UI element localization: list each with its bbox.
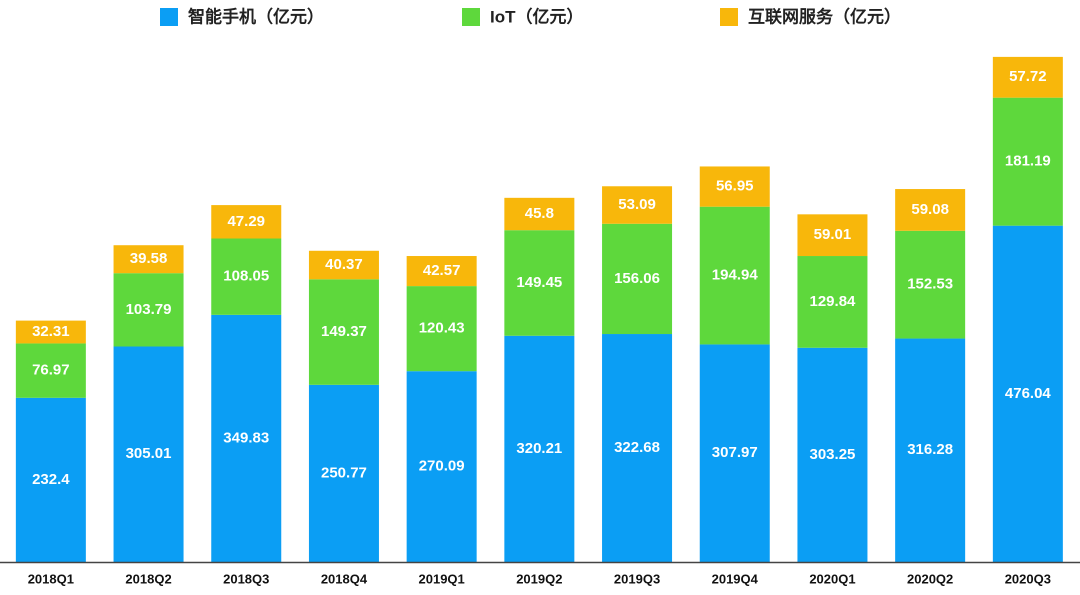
- bar-segment: [504, 230, 575, 336]
- bar-segment: [211, 205, 282, 239]
- bar-segment: [895, 230, 966, 339]
- bar-segment: [797, 347, 868, 562]
- value-label: 232.4: [32, 471, 70, 488]
- bar-segment: [406, 256, 477, 287]
- bar-segment: [113, 245, 184, 274]
- bar-segment: [992, 225, 1063, 562]
- value-label: 32.31: [32, 323, 70, 340]
- x-tick-label: 2019Q3: [614, 571, 660, 586]
- x-tick-label: 2018Q2: [125, 571, 171, 586]
- value-label: 57.72: [1009, 68, 1047, 85]
- value-label: 152.53: [907, 276, 953, 293]
- bar-segment: [699, 344, 770, 562]
- bar-segment: [15, 343, 86, 398]
- value-label: 53.09: [618, 196, 656, 213]
- value-label: 76.97: [32, 362, 70, 379]
- bar-segment: [602, 334, 673, 562]
- legend-swatch: [160, 8, 178, 26]
- bar-segment: [308, 384, 379, 562]
- x-tick-label: 2018Q1: [28, 571, 74, 586]
- value-label: 316.28: [907, 441, 953, 458]
- bar-segment: [113, 273, 184, 347]
- value-label: 103.79: [126, 301, 172, 318]
- bar-segment: [113, 346, 184, 562]
- value-label: 129.84: [810, 293, 857, 310]
- value-label: 59.08: [911, 201, 949, 218]
- value-label: 320.21: [516, 440, 562, 457]
- bar-segment: [992, 56, 1063, 98]
- value-label: 47.29: [227, 213, 265, 230]
- bar-segment: [211, 238, 282, 315]
- legend-swatch: [462, 8, 480, 26]
- value-label: 194.94: [712, 267, 759, 284]
- bar-segment: [895, 338, 966, 562]
- bar-segment: [699, 166, 770, 207]
- value-label: 305.01: [126, 445, 172, 462]
- bar-segment: [992, 97, 1063, 226]
- legend-label: 智能手机（亿元）: [188, 6, 324, 26]
- x-tick-label: 2019Q1: [419, 571, 465, 586]
- x-tick-label: 2018Q3: [223, 571, 269, 586]
- value-label: 120.43: [419, 320, 465, 337]
- x-tick-label: 2019Q4: [712, 571, 759, 586]
- x-tick-label: 2020Q2: [907, 571, 953, 586]
- bar-segment: [602, 223, 673, 335]
- value-label: 181.19: [1005, 153, 1051, 170]
- bar-segment: [797, 256, 868, 348]
- x-tick-label: 2019Q2: [516, 571, 562, 586]
- x-tick-label: 2018Q4: [321, 571, 368, 586]
- bar-segment: [15, 397, 86, 562]
- legend-swatch: [720, 8, 738, 26]
- bar-segment: [211, 314, 282, 562]
- bar-segment: [602, 186, 673, 224]
- bar-segment: [308, 250, 379, 280]
- bar-segment: [308, 279, 379, 385]
- value-label: 108.05: [223, 268, 269, 285]
- value-label: 303.25: [810, 446, 856, 463]
- value-label: 307.97: [712, 444, 758, 461]
- bar-segment: [504, 335, 575, 562]
- value-label: 39.58: [130, 250, 168, 267]
- value-label: 250.77: [321, 464, 367, 481]
- bar-segment: [406, 286, 477, 372]
- bar-segment: [406, 371, 477, 562]
- bar-segment: [797, 214, 868, 257]
- legend-label: 互联网服务（亿元）: [748, 6, 901, 26]
- value-label: 156.06: [614, 270, 660, 287]
- legend-label: IoT（亿元）: [490, 6, 584, 26]
- bar-segment: [504, 197, 575, 231]
- value-label: 59.01: [814, 226, 852, 243]
- value-label: 270.09: [419, 458, 465, 475]
- bar-segment: [15, 320, 86, 344]
- value-label: 40.37: [325, 256, 363, 273]
- value-label: 45.8: [525, 205, 554, 222]
- value-label: 476.04: [1005, 385, 1052, 402]
- value-label: 149.37: [321, 323, 367, 340]
- x-tick-label: 2020Q1: [809, 571, 855, 586]
- value-label: 349.83: [223, 429, 269, 446]
- value-label: 56.95: [716, 178, 754, 195]
- value-label: 322.68: [614, 439, 660, 456]
- x-tick-label: 2020Q3: [1005, 571, 1051, 586]
- bar-segment: [699, 206, 770, 345]
- value-label: 149.45: [516, 274, 562, 291]
- value-label: 42.57: [423, 262, 461, 279]
- bar-segment: [895, 189, 966, 231]
